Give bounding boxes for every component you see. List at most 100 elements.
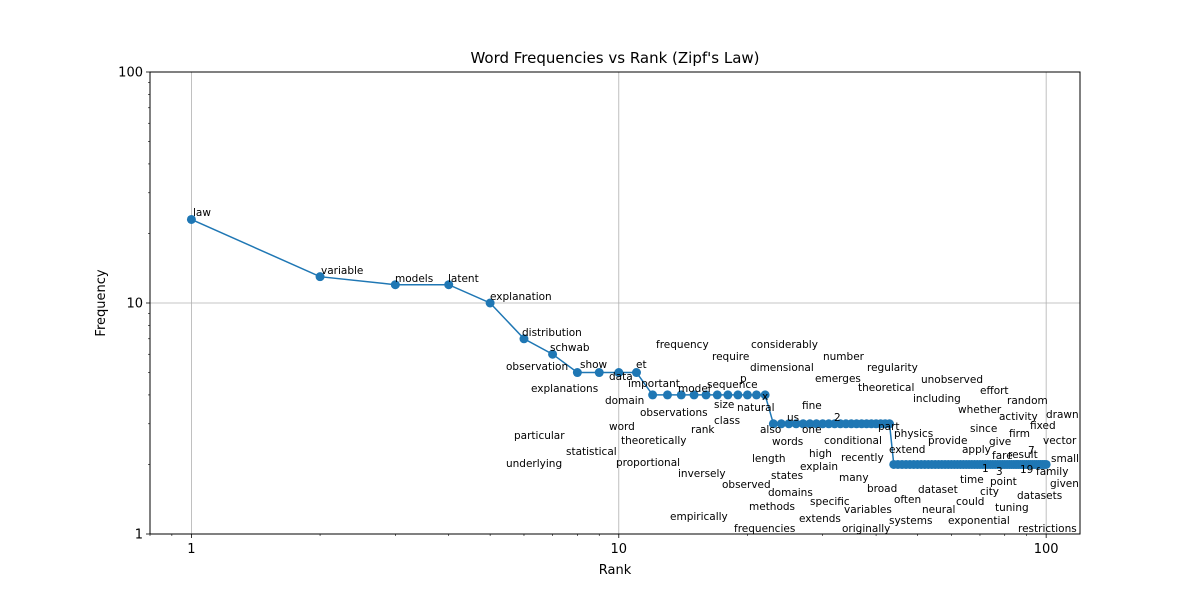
word-annotation: 1 xyxy=(982,463,989,475)
word-annotation: schwab xyxy=(550,342,590,354)
word-annotation: neural xyxy=(922,504,955,516)
word-annotation: observations xyxy=(640,407,708,419)
word-annotation: often xyxy=(894,494,921,506)
y-tick-label: 100 xyxy=(118,66,143,81)
word-annotation: words xyxy=(772,436,803,448)
word-annotation: fine xyxy=(802,400,822,412)
word-annotation: dimensional xyxy=(750,362,814,374)
data-point xyxy=(631,368,641,378)
data-point xyxy=(594,368,604,378)
word-annotation: activity xyxy=(999,411,1038,423)
word-annotation: restrictions xyxy=(1018,523,1077,535)
word-annotation: dataset xyxy=(918,484,958,496)
data-point xyxy=(742,390,752,400)
word-annotation: systems xyxy=(889,515,932,527)
word-annotation: one xyxy=(802,424,822,436)
word-annotation: require xyxy=(712,351,749,363)
word-annotation: time xyxy=(960,474,984,486)
data-point xyxy=(648,390,658,400)
data-point xyxy=(805,419,815,429)
word-annotation: law xyxy=(193,207,211,219)
series-points xyxy=(186,214,1051,469)
word-annotation: result xyxy=(1008,449,1038,461)
word-annotation: random xyxy=(1007,395,1048,407)
word-annotation: provide xyxy=(928,435,967,447)
word-annotation: theoretically xyxy=(621,435,687,447)
word-annotation: regularity xyxy=(867,362,918,374)
data-point xyxy=(760,390,770,400)
word-annotation: theoretical xyxy=(858,382,914,394)
word-annotation: rank xyxy=(691,424,715,436)
word-annotation: including xyxy=(913,393,961,405)
data-point xyxy=(444,280,454,290)
word-annotation: extends xyxy=(799,513,841,525)
word-annotation: explanation xyxy=(490,291,552,303)
word-annotation: exponential xyxy=(948,515,1010,527)
word-annotation: specific xyxy=(810,496,850,508)
data-point xyxy=(784,419,794,429)
data-point xyxy=(885,419,895,429)
word-annotation: originally xyxy=(842,523,890,535)
word-annotation: x xyxy=(762,391,768,403)
word-annotation: 2 xyxy=(834,412,841,424)
word-annotation: sequence xyxy=(707,379,758,391)
word-annotation: drawn xyxy=(1046,409,1079,421)
word-annotation: us xyxy=(787,412,799,424)
y-tick-label: 1 xyxy=(135,528,143,543)
word-annotations: law variable models latent explanation distri… xyxy=(193,207,1079,535)
word-annotation: given xyxy=(1050,478,1079,490)
word-annotation: broad xyxy=(867,483,897,495)
word-annotation: distribution xyxy=(522,327,582,339)
word-annotation: models xyxy=(395,273,433,285)
x-axis-label: Rank xyxy=(599,563,632,578)
word-annotation: emerges xyxy=(815,373,861,385)
word-annotation: datasets xyxy=(1017,490,1062,502)
data-point xyxy=(519,334,529,344)
x-tick-label: 1 xyxy=(187,542,195,557)
word-annotation: domain xyxy=(605,395,644,407)
word-annotation: underlying xyxy=(506,458,562,470)
data-point xyxy=(791,419,801,429)
word-annotation: 3 xyxy=(996,466,1003,478)
word-annotation: proportional xyxy=(616,457,680,469)
word-annotation: observed xyxy=(722,479,771,491)
word-annotation: model xyxy=(678,383,711,395)
data-point xyxy=(662,390,672,400)
data-point xyxy=(712,390,722,400)
word-annotation: since xyxy=(970,423,997,435)
data-point xyxy=(676,390,686,400)
word-annotation: give xyxy=(989,436,1011,448)
word-annotation: methods xyxy=(749,501,795,513)
word-annotation: length xyxy=(752,453,785,465)
word-annotation: point xyxy=(990,476,1017,488)
word-annotation: 7 xyxy=(1028,445,1035,457)
word-annotation: recently xyxy=(841,452,884,464)
word-annotation: small xyxy=(1051,453,1079,465)
word-annotation: fixed xyxy=(1030,420,1056,432)
word-annotation: word xyxy=(609,421,635,433)
word-annotation: city xyxy=(980,486,999,498)
word-annotation: explain xyxy=(800,461,838,473)
y-axis-label: Frequency xyxy=(94,269,109,336)
data-point xyxy=(572,368,582,378)
word-annotation: explanations xyxy=(531,383,598,395)
word-annotation: vector xyxy=(1043,435,1077,447)
data-point xyxy=(768,419,778,429)
data-point xyxy=(751,390,761,400)
word-annotation: variables xyxy=(844,504,892,516)
word-annotation: latent xyxy=(448,273,479,285)
word-annotation: et xyxy=(636,359,647,371)
data-point xyxy=(701,390,711,400)
word-annotation: also xyxy=(760,424,781,436)
word-annotation: frequency xyxy=(656,339,709,351)
word-annotation: high xyxy=(809,448,832,460)
word-annotation: part xyxy=(878,421,900,433)
word-annotation: empirically xyxy=(670,511,728,523)
word-annotation: conditional xyxy=(824,435,882,447)
data-point xyxy=(733,390,743,400)
word-annotation: family xyxy=(1036,466,1068,478)
data-point xyxy=(798,419,808,429)
word-annotation: show xyxy=(580,359,608,371)
